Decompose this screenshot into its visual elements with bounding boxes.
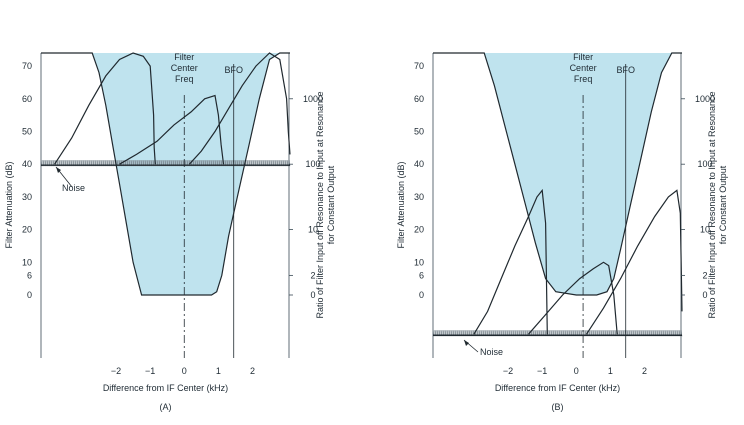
right-tick-label: 10 bbox=[308, 225, 318, 235]
filter-center-label: Filter bbox=[573, 52, 593, 62]
panel-caption: (A) bbox=[160, 402, 172, 412]
y2-axis-title-line2: for Constant Output bbox=[326, 165, 336, 244]
left-tick-label: 50 bbox=[414, 126, 424, 136]
right-tick-label: 2 bbox=[310, 270, 315, 280]
noise-arrowhead bbox=[56, 167, 61, 173]
x-axis-title: Difference from IF Center (kHz) bbox=[495, 383, 620, 393]
y2-axis-title-line1: Ratio of Filter Input off Resonance to I… bbox=[707, 92, 717, 319]
panel-a: FilterCenterFreqBFO706050403020106010001… bbox=[4, 52, 336, 412]
filter-center-label: Filter bbox=[174, 52, 194, 62]
right-tick-label: 0 bbox=[702, 290, 707, 300]
x-tick-label: −2 bbox=[503, 366, 513, 376]
x-tick-label: −1 bbox=[145, 366, 155, 376]
bfo-label: BFO bbox=[224, 65, 243, 75]
filter-center-label: Freq bbox=[574, 74, 593, 84]
left-tick-label: 6 bbox=[27, 270, 32, 280]
x-tick-label: 0 bbox=[574, 366, 579, 376]
filter-center-label: Center bbox=[570, 63, 597, 73]
x-tick-label: −2 bbox=[111, 366, 121, 376]
left-tick-label: 60 bbox=[414, 94, 424, 104]
left-tick-label: 30 bbox=[414, 192, 424, 202]
signal-curve-3 bbox=[585, 189, 683, 335]
filter-response-curve bbox=[433, 52, 682, 296]
x-tick-label: 0 bbox=[182, 366, 187, 376]
bfo-label: BFO bbox=[616, 65, 635, 75]
y-axis-title: Filter Attenuation (dB) bbox=[396, 161, 406, 248]
right-tick-label: 2 bbox=[702, 270, 707, 280]
left-tick-label: 30 bbox=[22, 192, 32, 202]
filter-center-label: Freq bbox=[175, 74, 194, 84]
noise-arrowhead bbox=[464, 340, 469, 346]
x-tick-label: 1 bbox=[216, 366, 221, 376]
panel-b: FilterCenterFreqBFO706050403020106010001… bbox=[396, 52, 728, 412]
x-axis-title: Difference from IF Center (kHz) bbox=[103, 383, 228, 393]
left-tick-label: 10 bbox=[22, 257, 32, 267]
left-tick-label: 20 bbox=[22, 225, 32, 235]
signal-curve-2 bbox=[528, 261, 618, 335]
left-tick-label: 50 bbox=[22, 126, 32, 136]
left-tick-label: 40 bbox=[22, 159, 32, 169]
signal-curve-3 bbox=[188, 52, 291, 165]
left-tick-label: 70 bbox=[22, 61, 32, 71]
x-tick-label: 2 bbox=[250, 366, 255, 376]
left-tick-label: 0 bbox=[27, 290, 32, 300]
left-tick-label: 6 bbox=[419, 270, 424, 280]
filter-center-label: Center bbox=[171, 63, 198, 73]
left-tick-label: 10 bbox=[414, 257, 424, 267]
right-tick-label: 10 bbox=[700, 225, 710, 235]
noise-label: Noise bbox=[480, 347, 503, 357]
y2-axis-title-line1: Ratio of Filter Input off Resonance to I… bbox=[315, 92, 325, 319]
right-tick-label: 100 bbox=[305, 159, 320, 169]
panel-caption: (B) bbox=[552, 402, 564, 412]
x-tick-label: 1 bbox=[608, 366, 613, 376]
left-tick-label: 0 bbox=[419, 290, 424, 300]
x-tick-label: −1 bbox=[537, 366, 547, 376]
y-axis-title: Filter Attenuation (dB) bbox=[4, 161, 14, 248]
right-tick-label: 1000 bbox=[303, 94, 323, 104]
right-tick-label: 1000 bbox=[695, 94, 715, 104]
right-tick-label: 0 bbox=[310, 290, 315, 300]
noise-label: Noise bbox=[62, 183, 85, 193]
left-tick-label: 70 bbox=[414, 61, 424, 71]
filter-response-curve bbox=[41, 52, 290, 296]
y2-axis-title-line2: for Constant Output bbox=[718, 165, 728, 244]
right-tick-label: 100 bbox=[697, 159, 712, 169]
x-tick-label: 2 bbox=[642, 366, 647, 376]
left-tick-label: 20 bbox=[414, 225, 424, 235]
signal-curve-1 bbox=[473, 188, 548, 335]
passband-area bbox=[41, 53, 290, 358]
left-tick-label: 40 bbox=[414, 159, 424, 169]
signal-curve-1 bbox=[54, 52, 156, 165]
signal-curve-2 bbox=[119, 94, 225, 165]
passband-area bbox=[433, 53, 682, 358]
left-tick-label: 60 bbox=[22, 94, 32, 104]
